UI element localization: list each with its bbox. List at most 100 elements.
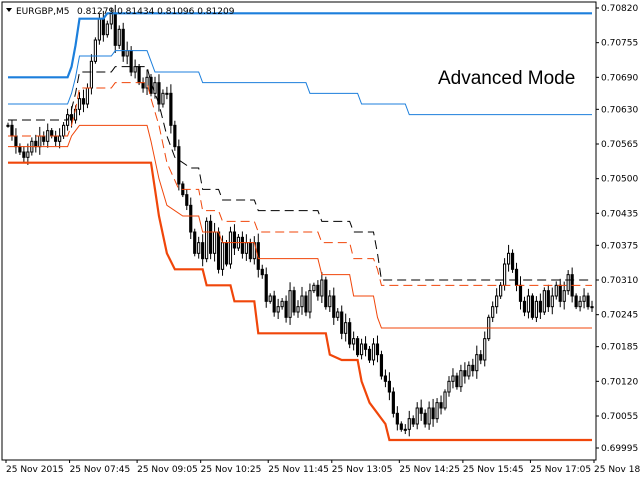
candle-body [574,295,578,308]
candle-body [89,60,94,89]
candle-body [228,231,233,265]
candle-body [244,242,248,254]
upper-band-outer [7,12,593,79]
candle-body [483,338,487,361]
y-tick-label: 0.70500 [601,175,638,185]
candle-body [522,300,527,313]
middle-line [7,66,593,281]
candle-body [113,12,117,46]
chart-header-ohlc: 0.81279 0.81434 0.81096 0.81209 [77,7,235,17]
candle-body [471,364,475,372]
candle-body [379,354,384,377]
candle-body [562,290,566,302]
candle-body [296,306,300,313]
x-tick-label: 25 Nov 11:45 [268,465,329,475]
candle-body [371,343,376,361]
candle-body [145,76,149,89]
candle-body [383,375,388,382]
x-tick-label: 25 Nov 10:25 [201,465,262,475]
candle-body [367,348,372,361]
x-tick-label: 25 Nov 14:25 [399,465,460,475]
candle-body [97,18,101,41]
candle-body [443,391,447,409]
x-tick-label: 25 Nov 18:25 [594,465,640,475]
candle-body [324,279,328,308]
candle-body [117,28,121,46]
y-tick-label: 0.70185 [601,343,638,353]
candle-body [582,295,586,302]
y-tick-label: 0.70565 [601,140,638,150]
y-tick-label: 0.70755 [601,39,638,49]
candle-body [395,412,399,425]
candle-body [101,18,105,36]
candle-body [359,343,364,356]
candle-body [435,402,439,420]
candle-body [34,140,38,148]
candle-body [141,82,145,89]
candle-body [232,231,237,249]
candle-body [566,274,570,292]
candle-body [220,242,225,270]
candle-body [54,135,58,142]
candle-body [538,300,542,313]
candle-body [209,220,213,254]
candle-body [165,92,169,95]
candle-body [431,407,435,420]
candle-body [590,306,594,309]
candle-body [276,306,280,313]
lower-band-outer [7,161,593,442]
candle-body [375,343,380,356]
candle-body [387,380,391,393]
candle-body [133,66,137,73]
candle-body [212,231,217,254]
candle-body [137,66,141,84]
candle-body [391,391,395,414]
candle-body [193,231,197,254]
candle-body [58,135,62,142]
candle-body [173,124,177,148]
candle-body [586,295,590,308]
dropdown-triangle-icon[interactable] [6,8,12,12]
y-tick-label: 0.70245 [601,311,638,321]
candle-body [185,194,189,206]
candle-body [447,380,451,393]
x-tick-label: 25 Nov 2015 [6,465,64,475]
candle-body [503,263,507,286]
candle-body [14,135,18,148]
candle-body [248,242,252,260]
candle-body [320,279,324,297]
candle-body [77,98,82,110]
candle-body [419,407,423,414]
candle-body [272,295,276,313]
candle-body [93,39,97,62]
candle-body [399,423,403,430]
candle-body [554,284,558,297]
candle-body [467,364,471,377]
candle-body [38,135,42,148]
x-tick-label: 25 Nov 15:45 [463,465,524,475]
candle-body [328,295,332,308]
candle-body [10,124,14,137]
candle-body [81,98,86,105]
candle-body [506,252,511,265]
candle-body [550,295,554,308]
y-tick-label: 0.70310 [601,276,638,286]
candle-body [514,268,519,286]
candle-body [495,295,499,308]
candle-body [46,130,50,142]
y-tick-label: 0.69995 [601,444,638,454]
candle-body [268,295,272,302]
candle-body [216,231,221,270]
candle-body [260,268,264,276]
candle-body [308,290,312,313]
candle-body [201,242,205,260]
candle-body [451,375,455,382]
candle-body [491,306,495,318]
candle-body [344,322,348,334]
x-tick-label: 25 Nov 13:05 [332,465,393,475]
y-tick-label: 0.70375 [601,241,638,251]
candle-body [153,82,157,94]
y-tick-label: 0.70120 [601,377,638,387]
candle-body [50,130,54,137]
